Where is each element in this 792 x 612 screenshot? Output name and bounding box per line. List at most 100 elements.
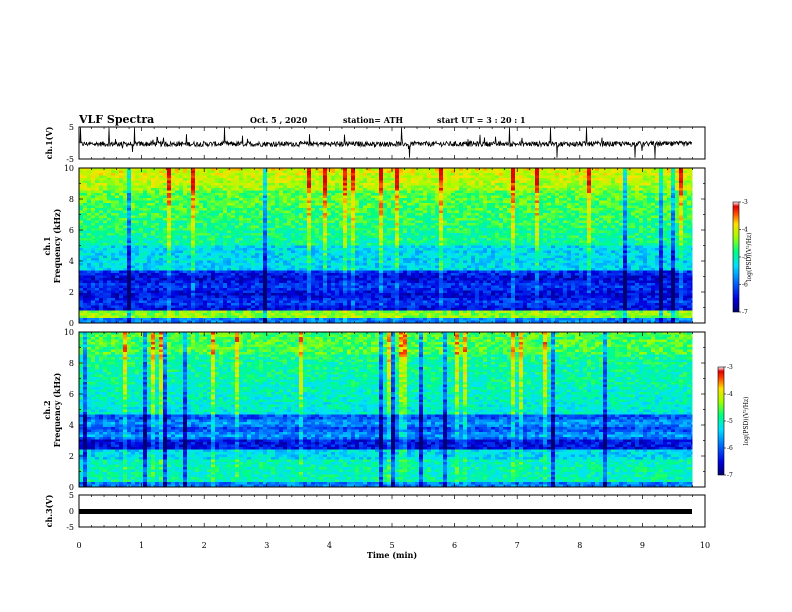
- spectrogram-cell: [167, 233, 171, 236]
- spectrogram-cell: [691, 243, 693, 246]
- spectrogram-cell: [427, 173, 431, 176]
- spectrogram-cell: [651, 173, 655, 176]
- spectrogram-cell: [411, 243, 415, 246]
- spectrogram-cell: [691, 175, 693, 179]
- spectrogram-cell: [403, 235, 407, 239]
- spectrogram-cell: [367, 245, 371, 249]
- spectrogram-cell: [463, 198, 467, 201]
- spectrogram-cell: [119, 170, 123, 174]
- spectrogram-cell: [255, 225, 259, 229]
- spectrogram-cell: [235, 173, 239, 176]
- spectrogram-cell: [343, 173, 347, 176]
- spectrogram-cell: [483, 198, 487, 201]
- spectrogram-cell: [143, 240, 147, 244]
- spectrogram-cell: [627, 238, 631, 241]
- spectrogram-cell: [243, 245, 247, 249]
- spectrogram-cell: [631, 218, 635, 221]
- spectrogram-cell: [579, 185, 583, 189]
- spectrogram-cell: [475, 240, 479, 244]
- spectrogram-cell: [211, 168, 215, 171]
- spectrogram-cell: [683, 230, 687, 234]
- spectrogram-cell: [107, 195, 111, 199]
- spectrogram-cell: [407, 230, 411, 234]
- spectrogram-cell: [603, 170, 607, 174]
- spectrogram-cell: [671, 233, 675, 236]
- spectrogram-cell: [263, 188, 267, 191]
- spectrogram-cell: [459, 198, 463, 201]
- spectrogram-cell: [663, 200, 667, 204]
- spectrogram-cell: [467, 240, 471, 244]
- spectrogram-cell: [511, 203, 515, 206]
- spectrogram-cell: [323, 205, 327, 209]
- spectrogram-cell: [563, 213, 567, 216]
- spectrogram-cell: [227, 235, 231, 239]
- spectrogram-cell: [231, 200, 235, 204]
- spectrogram-cell: [543, 168, 547, 171]
- spectrogram-cell: [87, 200, 91, 204]
- spectrogram-cell: [639, 218, 643, 221]
- spectrogram-cell: [111, 243, 115, 246]
- spectrogram-cell: [275, 205, 279, 209]
- spectrogram-cell: [607, 188, 611, 191]
- spectrogram-cell: [591, 220, 595, 224]
- spectrogram-cell: [323, 243, 327, 246]
- spectrogram-cell: [379, 178, 383, 181]
- spectrogram-cell: [95, 205, 99, 209]
- spectrogram-cell: [591, 243, 595, 246]
- spectrogram-cell: [375, 235, 379, 239]
- spectrogram-cell: [423, 228, 427, 231]
- spectrogram-cell: [139, 213, 143, 216]
- spectrogram-cell: [459, 205, 463, 209]
- spectrogram-cell: [647, 168, 651, 171]
- spectrogram-cell: [687, 230, 691, 234]
- spectrogram-cell: [335, 233, 339, 236]
- spectrogram-cell: [675, 188, 679, 191]
- spectrogram-cell: [363, 220, 367, 224]
- spectrogram-cell: [439, 220, 443, 224]
- spectrogram-cell: [343, 168, 347, 171]
- spectrogram-cell: [403, 200, 407, 204]
- spectrogram-cell: [279, 243, 283, 246]
- spectrogram-cell: [671, 190, 675, 194]
- spectrogram-cell: [575, 178, 579, 181]
- spectrogram-cell: [407, 168, 411, 171]
- spectrogram-cell: [399, 180, 403, 184]
- spectrogram-cell: [219, 243, 223, 246]
- spectrogram-cell: [171, 228, 175, 231]
- spectrogram-cell: [195, 243, 199, 246]
- spectrogram-cell: [515, 198, 519, 201]
- spectrogram-cell: [471, 185, 475, 189]
- spectrogram-cell: [387, 198, 391, 201]
- spectrogram-cell: [659, 205, 663, 209]
- spectrogram-cell: [167, 245, 171, 249]
- spectrogram-cell: [87, 190, 91, 194]
- spectrogram-cell: [111, 213, 115, 216]
- spectrogram-cell: [619, 198, 623, 201]
- spectrogram-cell: [379, 203, 383, 206]
- spectrogram-cell: [391, 238, 395, 241]
- spectrogram-cell: [387, 178, 391, 181]
- spectrogram-cell: [515, 178, 519, 181]
- spectrogram-cell: [663, 238, 667, 241]
- spectrogram-cell: [631, 210, 635, 214]
- spectrogram-cell: [519, 218, 523, 221]
- spectrogram-cell: [507, 185, 511, 189]
- spectrogram-cell: [399, 195, 403, 199]
- spectrogram-cell: [95, 178, 99, 181]
- spectrogram-cell: [83, 245, 87, 249]
- spectrogram-cell: [243, 175, 247, 179]
- spectrogram-cell: [107, 175, 111, 179]
- spectrogram-cell: [539, 198, 543, 201]
- spectrogram-cell: [647, 188, 651, 191]
- spectrogram-cell: [659, 178, 663, 181]
- spectrogram-cell: [223, 193, 227, 196]
- spectrogram-cell: [183, 183, 187, 186]
- spectrogram-cell: [143, 228, 147, 231]
- spectrogram-cell: [467, 203, 471, 206]
- spectrogram-cell: [523, 213, 527, 216]
- spectrogram-cell: [403, 203, 407, 206]
- spectrogram-cell: [107, 245, 111, 249]
- spectrogram-cell: [591, 175, 595, 179]
- spectrogram-cell: [467, 228, 471, 231]
- spectrogram-cell: [495, 223, 499, 226]
